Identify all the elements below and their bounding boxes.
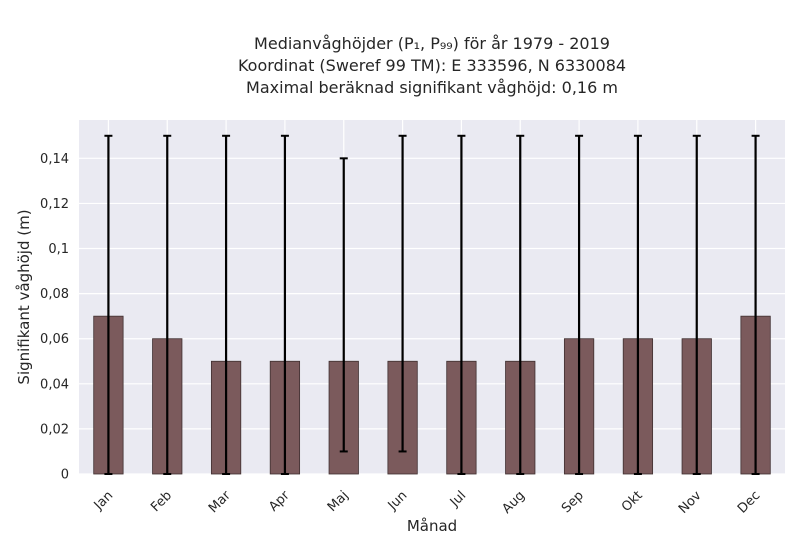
chart-title: Medianvåghöjder (P₁, P₉₉) för år 1979 - …	[32, 33, 800, 99]
error-bars	[104, 134, 760, 475]
error-bar-aug	[516, 134, 525, 475]
x-tick-label: Feb	[148, 488, 175, 515]
error-bar-nov	[692, 134, 701, 475]
y-tick-label: 0	[61, 468, 69, 483]
x-tick-label: Jun	[385, 488, 411, 514]
x-tick-label: Mar	[206, 488, 234, 516]
x-tick-label: Apr	[266, 488, 293, 515]
plot-area	[79, 120, 785, 474]
x-tick-label: Aug	[500, 488, 529, 517]
error-bar-sep	[575, 134, 584, 475]
x-tick-label: Jan	[91, 488, 116, 513]
y-tick-label: 0,08	[40, 287, 69, 302]
error-bar-feb	[163, 134, 172, 475]
y-tick-label: 0,02	[40, 422, 69, 437]
x-tick-label: Maj	[325, 488, 352, 515]
error-bar-mar	[222, 134, 231, 475]
error-bar-jan	[104, 134, 113, 475]
x-tick-label: Dec	[735, 488, 763, 516]
error-bar-jul	[457, 134, 466, 475]
y-tick-label: 0,04	[40, 377, 69, 392]
error-bar-okt	[633, 134, 642, 475]
x-axis-ticks: Jan Feb Mar Apr Maj Jun Jul Aug Sep Okt Nov Dec	[91, 488, 764, 517]
chart-title-line-1: Medianvåghöjder (P₁, P₉₉) för år 1979 - …	[254, 34, 610, 53]
error-bar-maj	[339, 157, 348, 453]
error-bar-jun	[398, 134, 407, 453]
y-tick-label: 0,12	[40, 197, 69, 212]
y-tick-label: 0,06	[40, 332, 69, 347]
y-tick-label: 0,14	[40, 152, 69, 167]
y-tick-label: 0,1	[48, 242, 69, 257]
x-tick-label: Sep	[559, 488, 587, 516]
error-bar-apr	[280, 134, 289, 475]
x-tick-label: Nov	[676, 488, 705, 517]
x-axis-label: Månad	[407, 517, 457, 535]
y-axis-ticks: 0 0,02 0,04 0,06 0,08 0,1 0,12 0,14	[40, 152, 69, 483]
x-tick-label: Jul	[447, 488, 469, 510]
x-tick-label: Okt	[619, 488, 646, 515]
chart-title-line-3: Maximal beräknad signifikant våghöjd: 0,…	[246, 78, 618, 97]
error-bar-dec	[751, 134, 760, 475]
y-axis-label: Signifikant våghöjd (m)	[15, 209, 33, 384]
chart-title-line-2: Koordinat (Sweref 99 TM): E 333596, N 63…	[237, 56, 627, 75]
